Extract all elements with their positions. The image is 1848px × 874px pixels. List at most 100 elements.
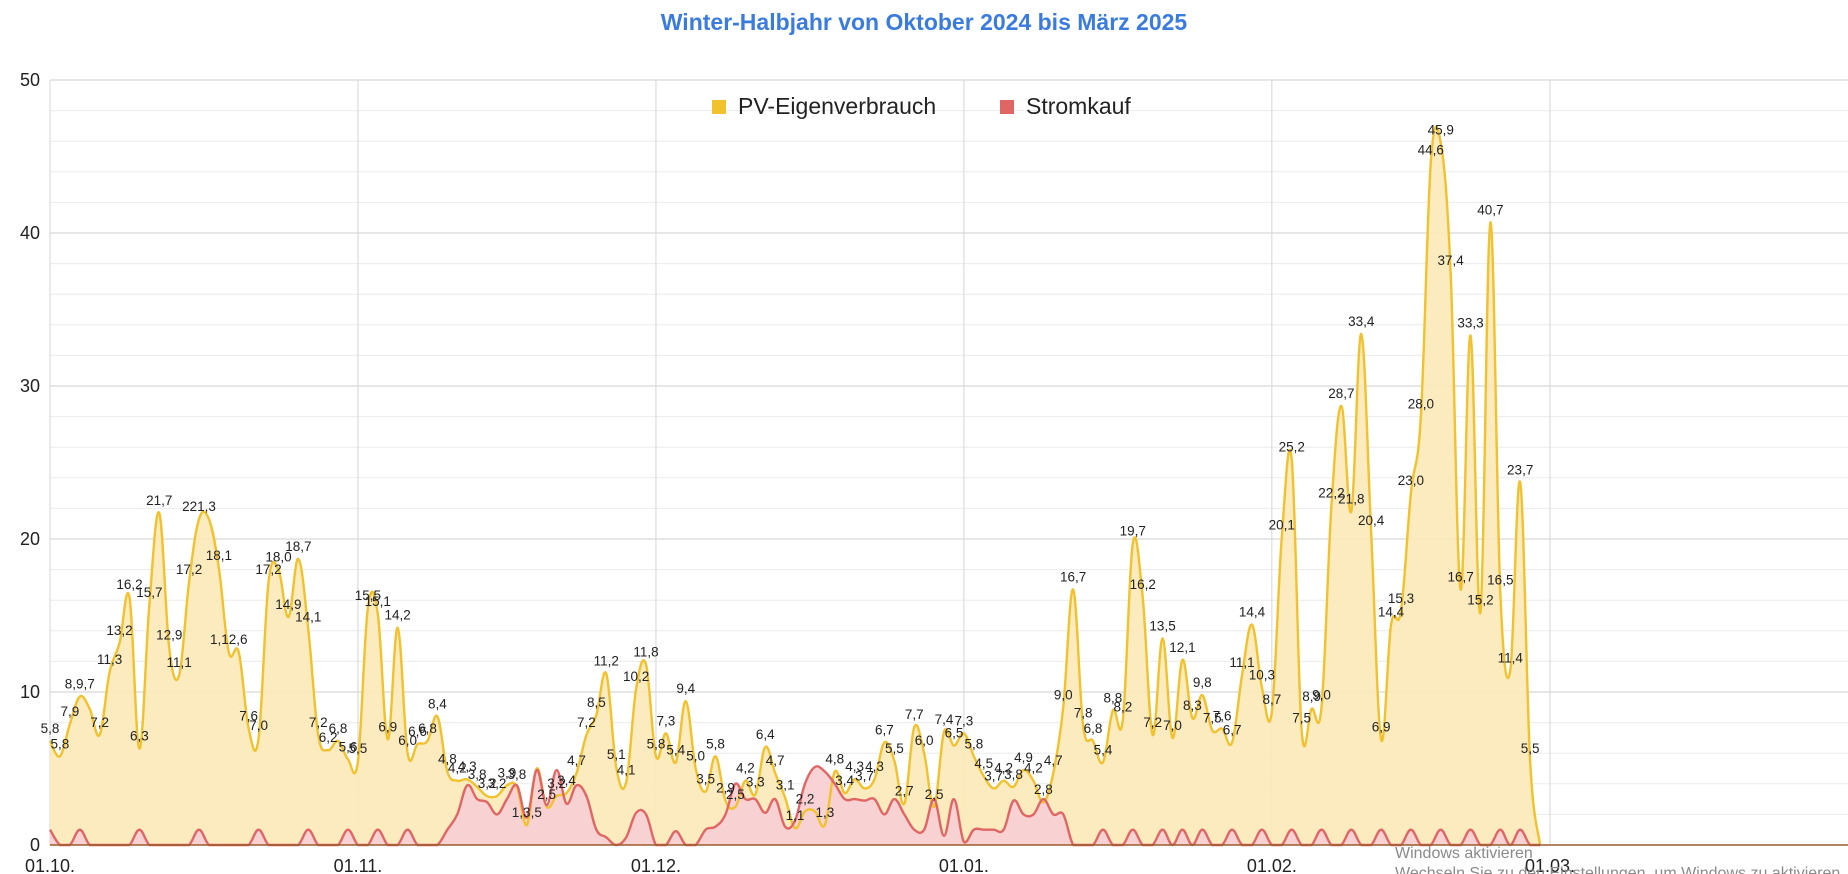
data-label: 8,8 [1104, 690, 1123, 705]
data-label: 4,1 [617, 762, 636, 777]
data-label: 3,4 [557, 773, 576, 788]
data-label: 4,8 [825, 752, 844, 767]
data-label: 15,7 [136, 585, 162, 600]
data-label: 1,3,5 [512, 805, 542, 820]
data-label: 3,2 [547, 776, 566, 791]
data-label: 5,1 [607, 747, 626, 762]
data-label: 4,2 [448, 761, 467, 776]
data-label: 11,3 [97, 652, 122, 667]
data-label: 11,2 [594, 654, 619, 669]
data-label: 7,7 [905, 707, 924, 722]
data-label: 3,5 [696, 771, 715, 786]
data-label: 28,0 [1408, 397, 1434, 412]
data-label: 5,4 [666, 742, 685, 757]
data-label: 17,2 [255, 562, 281, 577]
x-tick-label: 01.01. [939, 856, 989, 874]
data-label: 4,7 [766, 753, 785, 768]
data-label: 12,9 [156, 628, 182, 643]
data-label: 4,5 [974, 756, 993, 771]
data-label: 7,2 [90, 715, 109, 730]
data-label: 5,5 [1521, 741, 1540, 756]
data-label: 5,8 [41, 721, 60, 736]
data-label: 13,2 [106, 623, 132, 638]
data-label: 23,0 [1398, 473, 1424, 488]
data-label: 14,9 [275, 597, 301, 612]
data-label: 20,4 [1358, 513, 1385, 528]
data-label: 1,1 [786, 808, 805, 823]
data-label: 21,8 [1338, 491, 1364, 506]
data-label: 4,3 [458, 759, 477, 774]
x-tick-label: 01.03. [1525, 856, 1575, 874]
data-label: 6,0 [398, 733, 417, 748]
data-label: 8,4 [428, 696, 447, 711]
data-label: 5,5 [349, 741, 368, 756]
data-label: 23,7 [1507, 462, 1533, 477]
data-label: 6,7 [875, 722, 894, 737]
data-label: 10,2 [623, 669, 649, 684]
legend-label: Stromkauf [1026, 93, 1131, 119]
data-label: 7,3 [955, 713, 974, 728]
data-label: 2,5 [726, 787, 745, 802]
data-label: 8,9,7 [65, 677, 95, 692]
data-label: 6,3 [130, 729, 149, 744]
data-label: 9,0 [1054, 687, 1073, 702]
data-label: 7,0 [1163, 718, 1182, 733]
data-label: 25,2 [1279, 439, 1305, 454]
data-label: 3,1 [776, 778, 795, 793]
data-label: 5,8 [706, 736, 725, 751]
data-label: 13,5 [1149, 618, 1175, 633]
legend: PV-Eigenverbrauch Stromkauf [712, 93, 1131, 119]
data-label: 5,8 [647, 736, 666, 751]
y-tick-label: 30 [20, 376, 40, 396]
legend-swatch [712, 100, 726, 114]
data-label: 6,7 [1223, 722, 1242, 737]
data-label: 4,2 [994, 761, 1013, 776]
data-label: 16,7 [1060, 569, 1086, 584]
data-label: 7,2 [577, 715, 596, 730]
data-label: 5,0 [686, 749, 705, 764]
data-label: 3,3 [746, 775, 765, 790]
data-label: 6,5 [945, 726, 964, 741]
data-label: 4,7 [567, 753, 586, 768]
watermark-line1: Windows aktivieren [1395, 845, 1533, 862]
data-label: 7,0 [249, 718, 268, 733]
y-tick-label: 20 [20, 529, 40, 549]
data-label: 6,8 [1084, 721, 1103, 736]
data-label: 3,7 [855, 768, 874, 783]
data-label: 17,2 [176, 562, 202, 577]
data-label: 45,9 [1428, 123, 1454, 138]
x-tick-label: 01.02. [1247, 856, 1297, 874]
data-label: 15,5 [355, 588, 381, 603]
data-label: 6,8 [418, 721, 437, 736]
data-label: 6,2 [319, 730, 338, 745]
legend-swatch [1000, 100, 1014, 114]
data-label: 18,1 [206, 548, 232, 563]
data-label: 2,8 [1034, 782, 1053, 797]
windows-watermark: Windows aktivieren Wechseln Sie zu den E… [1395, 845, 1845, 874]
data-label: 4,2 [1024, 761, 1043, 776]
data-label: 6,9 [1372, 719, 1391, 734]
data-label: 3,8 [468, 767, 487, 782]
data-label: 4,9 [1014, 750, 1033, 765]
data-label: 7,2 [1143, 715, 1162, 730]
data-label: 18,0 [265, 550, 291, 565]
x-tick-label: 01.12. [631, 856, 681, 874]
data-label: 22,2 [1318, 485, 1344, 500]
y-tick-label: 0 [30, 835, 40, 855]
data-label: 2,9 [716, 781, 735, 796]
data-label: 6,0 [915, 733, 934, 748]
legend-label: PV-Eigenverbrauch [738, 93, 936, 119]
data-label: 7,6 [1213, 709, 1232, 724]
data-label: 4,2 [736, 761, 755, 776]
data-label: 8,5 [587, 695, 606, 710]
y-tick-label: 50 [20, 70, 40, 90]
data-label: 5,8 [964, 736, 983, 751]
data-label: 6,9 [378, 719, 397, 734]
data-label: 9,0 [1312, 687, 1331, 702]
grid [49, 79, 1848, 846]
data-label: 33,4 [1348, 314, 1375, 329]
data-label: 44,6 [1418, 143, 1444, 158]
data-label: 4,7 [1044, 753, 1063, 768]
data-label: 12,1 [1169, 640, 1195, 655]
data-label: 7,8 [1074, 706, 1093, 721]
